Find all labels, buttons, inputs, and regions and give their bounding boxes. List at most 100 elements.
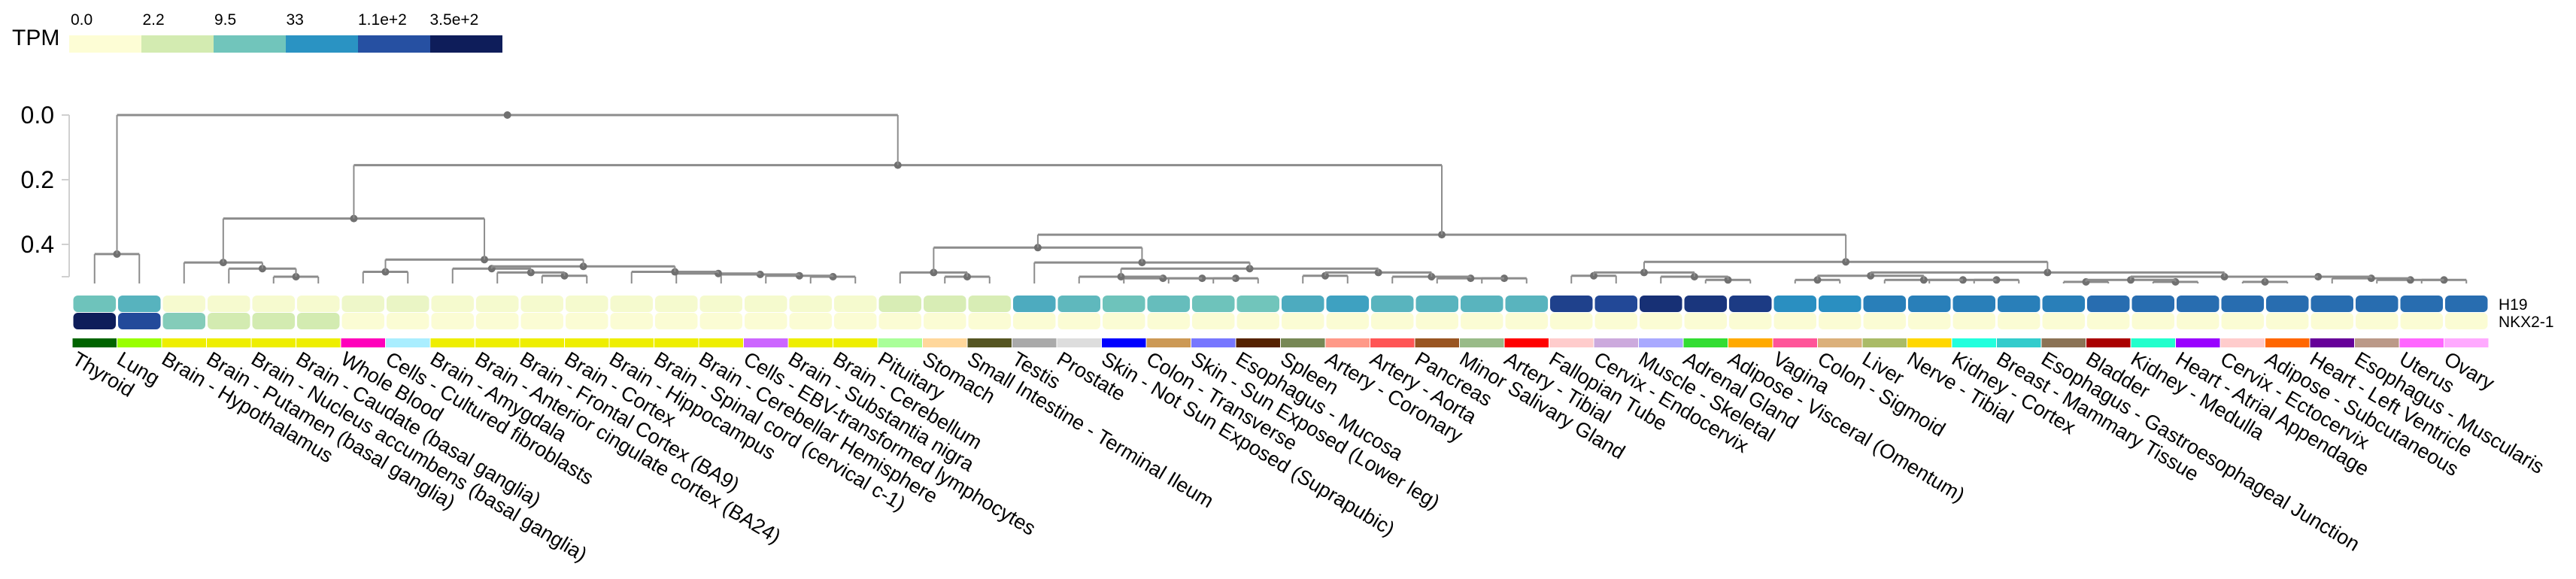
heatmap-cell-h19-16[interactable] xyxy=(789,296,833,312)
heatmap-cell-nkx2-1-18[interactable] xyxy=(878,313,922,329)
heatmap-cell-h19-53[interactable] xyxy=(2445,296,2488,312)
heatmap-cell-nkx2-1-1[interactable] xyxy=(118,313,161,329)
heatmap-cell-nkx2-1-4[interactable] xyxy=(252,313,296,329)
heatmap-cell-h19-43[interactable] xyxy=(1998,296,2040,312)
heatmap-cell-h19-47[interactable] xyxy=(2177,296,2219,312)
gene-label[interactable]: NKX2-1 xyxy=(2499,314,2554,331)
heatmap-cell-h19-21[interactable] xyxy=(1013,296,1056,312)
heatmap-cell-h19-44[interactable] xyxy=(2042,296,2086,312)
heatmap-cell-nkx2-1-20[interactable] xyxy=(968,313,1012,329)
gene-label[interactable]: H19 xyxy=(2499,296,2528,314)
heatmap-cell-nkx2-1-12[interactable] xyxy=(610,313,654,329)
heatmap-cell-nkx2-1-7[interactable] xyxy=(387,313,429,329)
heatmap-cell-h19-17[interactable] xyxy=(834,296,877,312)
heatmap-cell-h19-6[interactable] xyxy=(341,296,385,312)
heatmap-cell-h19-24[interactable] xyxy=(1147,296,1191,312)
heatmap-cell-nkx2-1-53[interactable] xyxy=(2445,313,2488,329)
heatmap-cell-h19-34[interactable] xyxy=(1594,296,1638,312)
heatmap-cell-nkx2-1-33[interactable] xyxy=(1550,313,1593,329)
heatmap-cell-nkx2-1-44[interactable] xyxy=(2042,313,2086,329)
heatmap-cell-h19-7[interactable] xyxy=(387,296,429,312)
heatmap-cell-h19-32[interactable] xyxy=(1505,296,1549,312)
heatmap-cell-h19-8[interactable] xyxy=(431,296,475,312)
heatmap-cell-h19-42[interactable] xyxy=(1952,296,1996,312)
heatmap-cell-nkx2-1-2[interactable] xyxy=(162,313,206,329)
heatmap-cell-h19-25[interactable] xyxy=(1192,296,1235,312)
heatmap-cell-nkx2-1-40[interactable] xyxy=(1863,313,1907,329)
heatmap-cell-nkx2-1-16[interactable] xyxy=(789,313,833,329)
heatmap-cell-h19-5[interactable] xyxy=(297,296,340,312)
heatmap-cell-nkx2-1-39[interactable] xyxy=(1819,313,1861,329)
heatmap-cell-h19-27[interactable] xyxy=(1282,296,1324,312)
heatmap-cell-nkx2-1-22[interactable] xyxy=(1057,313,1101,329)
heatmap-cell-h19-41[interactable] xyxy=(1908,296,1951,312)
heatmap-cell-h19-22[interactable] xyxy=(1057,296,1101,312)
heatmap-cell-nkx2-1-34[interactable] xyxy=(1594,313,1638,329)
heatmap-cell-nkx2-1-9[interactable] xyxy=(476,313,519,329)
heatmap-cell-nkx2-1-42[interactable] xyxy=(1952,313,1996,329)
heatmap-cell-nkx2-1-50[interactable] xyxy=(2311,313,2354,329)
heatmap-cell-nkx2-1-5[interactable] xyxy=(297,313,340,329)
heatmap-cell-nkx2-1-10[interactable] xyxy=(520,313,564,329)
heatmap-cell-h19-18[interactable] xyxy=(878,296,922,312)
heatmap-cell-nkx2-1-15[interactable] xyxy=(745,313,787,329)
heatmap-cell-nkx2-1-23[interactable] xyxy=(1103,313,1145,329)
heatmap-cell-h19-46[interactable] xyxy=(2131,296,2175,312)
heatmap-cell-h19-20[interactable] xyxy=(968,296,1012,312)
heatmap-cell-nkx2-1-43[interactable] xyxy=(1998,313,2040,329)
heatmap-cell-nkx2-1-14[interactable] xyxy=(699,313,743,329)
heatmap-cell-h19-52[interactable] xyxy=(2400,296,2444,312)
heatmap-cell-h19-0[interactable] xyxy=(73,296,117,312)
heatmap-cell-nkx2-1-46[interactable] xyxy=(2131,313,2175,329)
heatmap-cell-h19-13[interactable] xyxy=(655,296,698,312)
heatmap-cell-nkx2-1-24[interactable] xyxy=(1147,313,1191,329)
heatmap-cell-nkx2-1-30[interactable] xyxy=(1415,313,1459,329)
heatmap-cell-nkx2-1-3[interactable] xyxy=(208,313,250,329)
heatmap-cell-h19-40[interactable] xyxy=(1863,296,1907,312)
heatmap-cell-h19-15[interactable] xyxy=(745,296,787,312)
heatmap-cell-nkx2-1-0[interactable] xyxy=(73,313,117,329)
heatmap-cell-nkx2-1-31[interactable] xyxy=(1461,313,1503,329)
heatmap-cell-nkx2-1-25[interactable] xyxy=(1192,313,1235,329)
heatmap-cell-nkx2-1-37[interactable] xyxy=(1729,313,1772,329)
heatmap-cell-nkx2-1-35[interactable] xyxy=(1640,313,1682,329)
heatmap-cell-nkx2-1-27[interactable] xyxy=(1282,313,1324,329)
heatmap-cell-h19-48[interactable] xyxy=(2221,296,2265,312)
heatmap-cell-nkx2-1-26[interactable] xyxy=(1236,313,1280,329)
heatmap-cell-h19-11[interactable] xyxy=(566,296,608,312)
heatmap-cell-nkx2-1-28[interactable] xyxy=(1326,313,1370,329)
heatmap-cell-h19-4[interactable] xyxy=(252,296,296,312)
heatmap-cell-nkx2-1-19[interactable] xyxy=(924,313,966,329)
heatmap-cell-h19-2[interactable] xyxy=(162,296,206,312)
heatmap-cell-h19-51[interactable] xyxy=(2356,296,2399,312)
heatmap-cell-h19-37[interactable] xyxy=(1729,296,1772,312)
heatmap-cell-nkx2-1-13[interactable] xyxy=(655,313,698,329)
heatmap-cell-nkx2-1-32[interactable] xyxy=(1505,313,1549,329)
heatmap-cell-h19-38[interactable] xyxy=(1773,296,1817,312)
heatmap-cell-nkx2-1-49[interactable] xyxy=(2266,313,2309,329)
heatmap-cell-h19-14[interactable] xyxy=(699,296,743,312)
heatmap-cell-h19-31[interactable] xyxy=(1461,296,1503,312)
heatmap-cell-nkx2-1-29[interactable] xyxy=(1371,313,1414,329)
heatmap-cell-h19-33[interactable] xyxy=(1550,296,1593,312)
heatmap-cell-nkx2-1-6[interactable] xyxy=(341,313,385,329)
heatmap-cell-nkx2-1-47[interactable] xyxy=(2177,313,2219,329)
heatmap-cell-h19-35[interactable] xyxy=(1640,296,1682,312)
heatmap-cell-nkx2-1-41[interactable] xyxy=(1908,313,1951,329)
heatmap-cell-h19-26[interactable] xyxy=(1236,296,1280,312)
dendrogram-node[interactable] xyxy=(503,111,511,119)
heatmap-cell-nkx2-1-48[interactable] xyxy=(2221,313,2265,329)
heatmap-cell-h19-10[interactable] xyxy=(520,296,564,312)
heatmap-cell-nkx2-1-11[interactable] xyxy=(566,313,608,329)
heatmap-cell-nkx2-1-52[interactable] xyxy=(2400,313,2444,329)
heatmap-cell-nkx2-1-21[interactable] xyxy=(1013,313,1056,329)
heatmap-cell-nkx2-1-8[interactable] xyxy=(431,313,475,329)
heatmap-cell-nkx2-1-38[interactable] xyxy=(1773,313,1817,329)
heatmap-cell-h19-39[interactable] xyxy=(1819,296,1861,312)
heatmap-cell-nkx2-1-36[interactable] xyxy=(1684,313,1728,329)
heatmap-cell-nkx2-1-51[interactable] xyxy=(2356,313,2399,329)
heatmap-cell-nkx2-1-45[interactable] xyxy=(2087,313,2130,329)
heatmap-cell-nkx2-1-17[interactable] xyxy=(834,313,877,329)
heatmap-cell-h19-19[interactable] xyxy=(924,296,966,312)
heatmap-cell-h19-50[interactable] xyxy=(2311,296,2354,312)
